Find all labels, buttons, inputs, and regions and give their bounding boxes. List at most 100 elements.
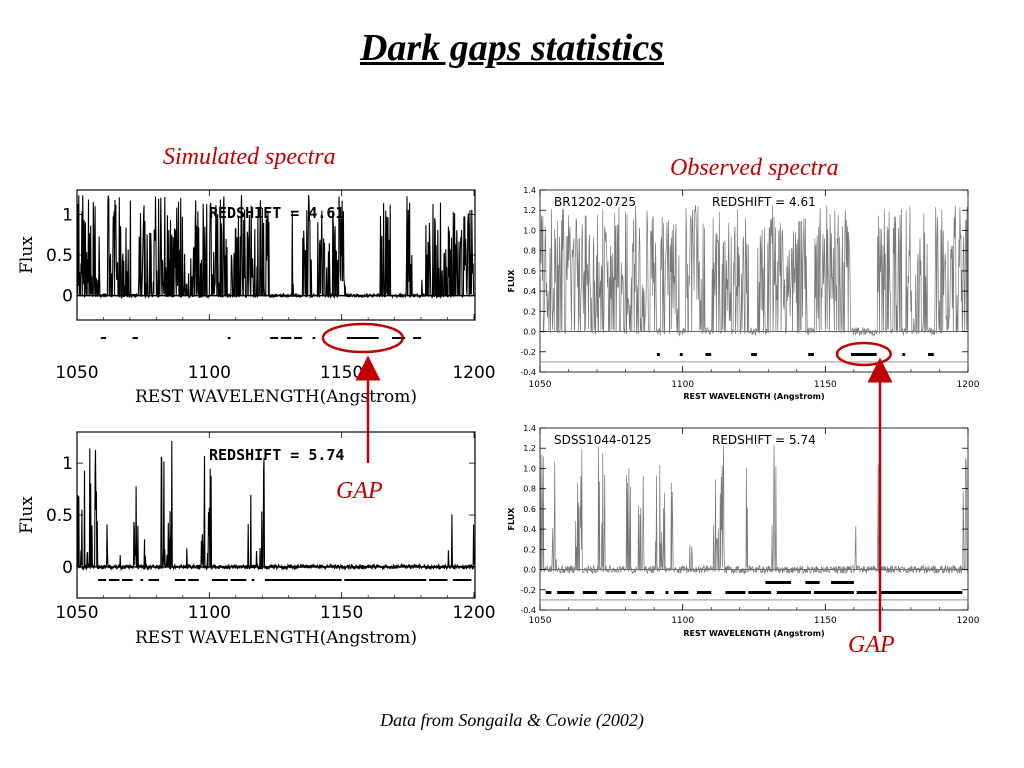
y-tick-label: -0.4 xyxy=(520,368,536,377)
chart-sim1: 1050 1100 1150 1200 0 0.5 1 REST WAVELENGTH(Ang… xyxy=(17,189,496,407)
gap-marker xyxy=(174,579,186,581)
y-tick-label: 1.2 xyxy=(523,206,536,215)
gap-marker xyxy=(413,337,422,339)
x-axis-label: REST WAVELENGTH (Angstrom) xyxy=(683,629,824,638)
gap-marker xyxy=(429,579,448,581)
y-tick-label: 1.2 xyxy=(523,444,536,453)
gap-label-simulated: GAP xyxy=(336,478,383,504)
y-tick-label: 0.4 xyxy=(523,287,536,296)
y-tick-label: 1.0 xyxy=(523,464,536,473)
x-tick-label: 1050 xyxy=(55,363,98,383)
observed-spectra-label: Observed spectra xyxy=(670,155,839,181)
gap-marker xyxy=(928,353,934,356)
simulated-spectra-label: Simulated spectra xyxy=(163,144,336,170)
y-axis-label: FLUX xyxy=(507,269,516,293)
y-tick-label: 0.6 xyxy=(523,267,536,276)
y-tick-label: 0.8 xyxy=(523,247,536,256)
x-tick-label: 1200 xyxy=(452,603,495,623)
gap-marker xyxy=(808,353,814,356)
gap-marker xyxy=(851,353,877,356)
x-tick-label: 1200 xyxy=(957,616,980,626)
y-tick-label: 0.0 xyxy=(523,328,536,337)
y-tick-label: 0.2 xyxy=(523,545,536,554)
gap-marker xyxy=(230,579,247,581)
x-tick-label: 1150 xyxy=(320,603,363,623)
y-tick-label: 1 xyxy=(62,205,73,225)
gap-marker-upper xyxy=(831,581,854,584)
gap-marker xyxy=(856,591,877,594)
gap-marker xyxy=(674,591,689,594)
gap-marker xyxy=(452,579,472,581)
gap-marker xyxy=(725,591,746,594)
y-tick-label: 0.6 xyxy=(523,505,536,514)
redshift-label: REDSHIFT = 4.61 xyxy=(712,195,816,209)
gap-marker xyxy=(679,353,683,356)
gap-marker xyxy=(280,337,292,339)
gap-highlight-ellipse xyxy=(835,341,892,367)
gap-marker xyxy=(251,579,255,581)
spectrum-line xyxy=(539,445,969,575)
y-tick-label: 0.0 xyxy=(523,566,536,575)
x-tick-label: 1050 xyxy=(529,380,552,390)
gap-marker xyxy=(605,591,626,594)
gap-marker-upper xyxy=(765,581,792,584)
gap-marker xyxy=(148,579,160,581)
gap-marker xyxy=(264,579,342,581)
gap-marker xyxy=(545,591,552,594)
y-tick-label: -0.2 xyxy=(520,348,536,357)
chart-sim2: 1050 1100 1150 1200 0 0.5 1 REST WAVELENGTH(Ang… xyxy=(17,431,496,648)
chart-obs2: 1050 1100 1150 1200 -0.4 -0.2 0.0 0.2 0.4 0.6 0.8 1… xyxy=(507,424,980,638)
redshift-label: REDSHIFT = 4.61 xyxy=(209,204,344,222)
redshift-label: REDSHIFT = 5.74 xyxy=(712,433,816,447)
gap-marker xyxy=(312,337,316,339)
x-axis-label: REST WAVELENGTH (Angstrom) xyxy=(683,392,824,401)
gap-marker xyxy=(140,579,144,581)
gap-marker xyxy=(813,591,854,594)
gap-highlight-ellipse xyxy=(321,322,404,354)
x-tick-label: 1200 xyxy=(957,380,980,390)
x-tick-label: 1200 xyxy=(452,363,495,383)
x-tick-label: 1100 xyxy=(188,603,231,623)
x-tick-label: 1150 xyxy=(814,380,837,390)
redshift-label: REDSHIFT = 5.74 xyxy=(209,446,344,464)
gap-marker xyxy=(211,579,228,581)
gap-marker xyxy=(705,353,712,356)
gap-marker xyxy=(108,579,120,581)
x-tick-label: 1050 xyxy=(529,616,552,626)
gap-marker xyxy=(188,579,199,581)
gap-marker xyxy=(132,337,138,339)
y-tick-label: 0.5 xyxy=(46,506,73,526)
gap-label-observed: GAP xyxy=(848,632,895,658)
x-tick-label: 1150 xyxy=(320,363,363,383)
x-tick-label: 1100 xyxy=(188,363,231,383)
spectrum-line xyxy=(539,205,969,337)
gap-marker xyxy=(270,337,279,339)
y-tick-label: 1.4 xyxy=(523,424,536,433)
gap-marker xyxy=(557,591,575,594)
plot-frame xyxy=(539,427,969,611)
y-tick-label: 0 xyxy=(62,287,73,307)
y-tick-label: 0.4 xyxy=(523,525,536,534)
y-axis-label: Flux xyxy=(17,496,37,534)
page-title: Dark gaps statistics xyxy=(359,27,665,69)
gap-marker xyxy=(879,591,963,594)
x-axis-label: REST WAVELENGTH(Angstrom) xyxy=(135,628,417,648)
y-tick-label: -0.2 xyxy=(520,586,536,595)
gap-marker xyxy=(227,337,231,339)
x-axis-label: REST WAVELENGTH(Angstrom) xyxy=(135,387,417,407)
spectrum-line xyxy=(76,440,475,572)
gap-marker xyxy=(751,353,757,356)
object-name-label: BR1202-0725 xyxy=(554,195,636,209)
gap-marker xyxy=(645,591,655,594)
spectrum-line xyxy=(76,194,475,300)
y-tick-label: 1.4 xyxy=(523,186,536,195)
y-tick-label: -0.4 xyxy=(520,606,536,615)
gap-marker xyxy=(100,337,107,339)
y-tick-label: 0.5 xyxy=(46,246,73,266)
gap-marker xyxy=(582,591,598,594)
y-axis-label: FLUX xyxy=(507,507,516,531)
x-tick-label: 1100 xyxy=(671,616,694,626)
gap-marker xyxy=(696,591,712,594)
data-source-caption: Data from Songaila & Cowie (2002) xyxy=(380,710,644,730)
y-tick-label: 1 xyxy=(62,454,73,474)
